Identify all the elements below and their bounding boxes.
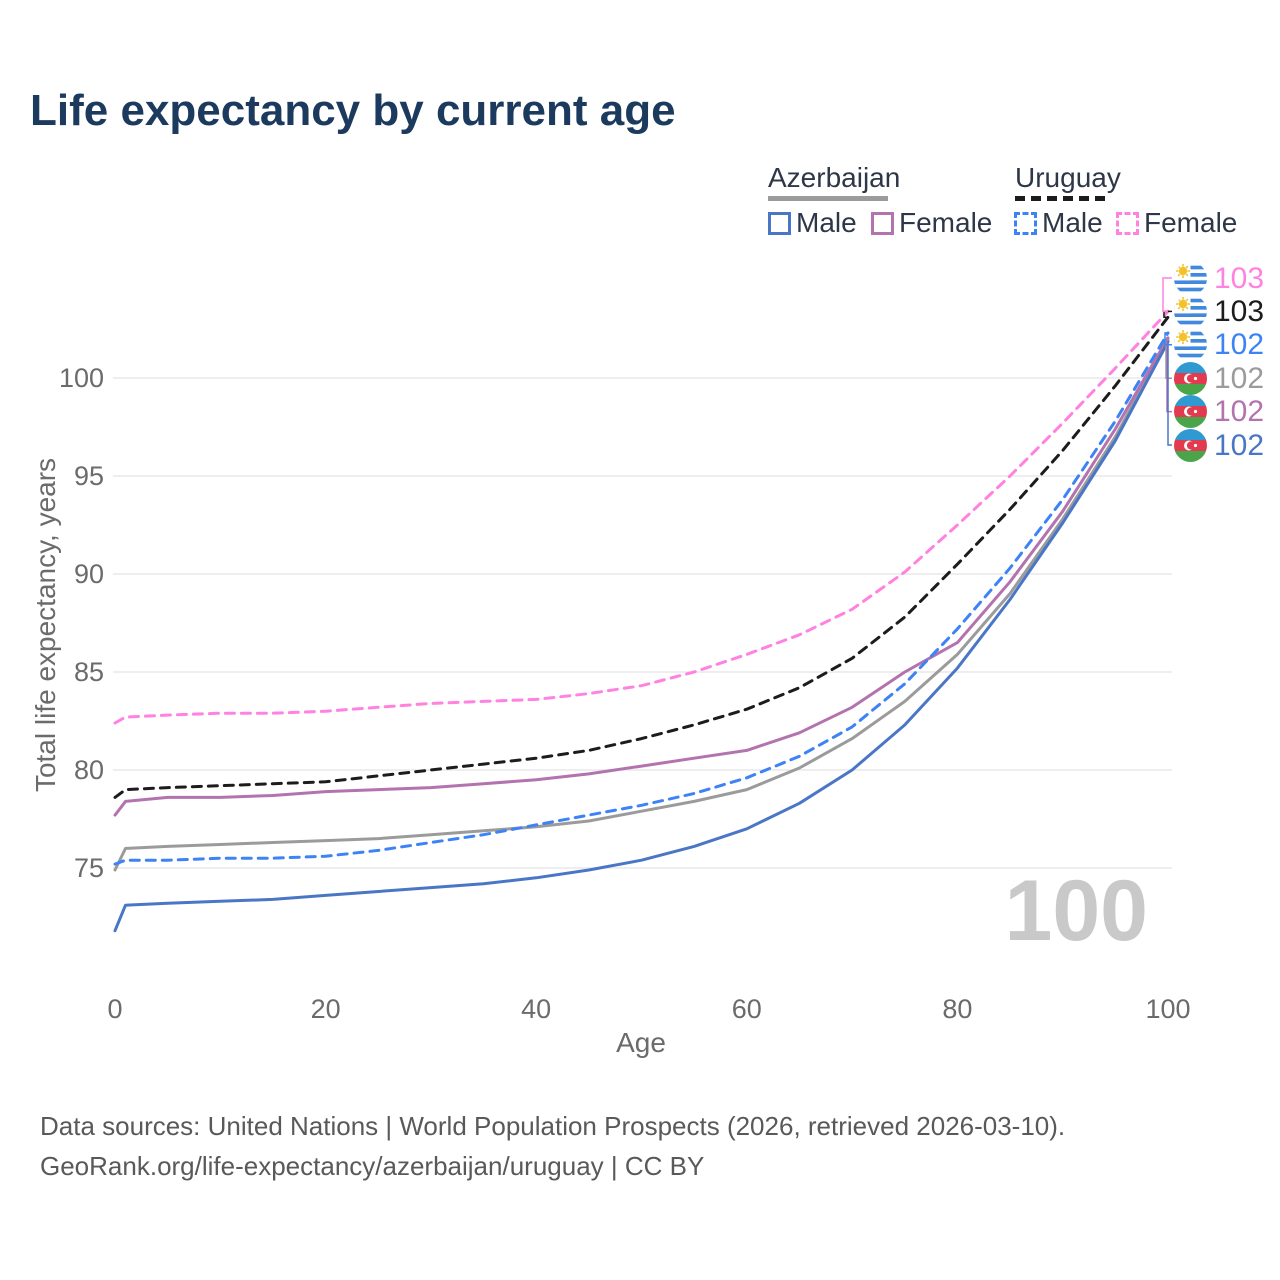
- series-line-uruguay-total: [113, 315, 1170, 799]
- x-axis-title: Age: [616, 1027, 666, 1058]
- y-tick-100: 100: [58, 363, 104, 393]
- age-counter-watermark: 100: [1004, 863, 1149, 959]
- y-tick-90: 90: [73, 559, 104, 589]
- uruguay-flag-icon: [1174, 294, 1207, 328]
- legend-group-azerbaijan[interactable]: Azerbaijan: [768, 162, 901, 193]
- azerbaijan-flag-icon: [1174, 428, 1207, 462]
- legend-azerbaijan-line-sample: [768, 196, 888, 201]
- legend-item-uruguay-male[interactable]: Male: [1014, 207, 1103, 239]
- series-line-uruguay-male: [113, 331, 1170, 866]
- end-label-connector: [1162, 277, 1172, 313]
- legend-item-label: Female: [1144, 207, 1238, 238]
- y-tick-95: 95: [73, 461, 104, 491]
- azerbaijan-flag-icon: [1174, 361, 1207, 395]
- x-tick-40: 40: [521, 994, 552, 1024]
- footer: Data sources: United Nations | World Pop…: [40, 1106, 1065, 1186]
- y-tick-80: 80: [73, 755, 104, 785]
- legend-item-azerbaijan-female[interactable]: Female: [871, 207, 992, 239]
- y-tick-75: 75: [73, 853, 104, 883]
- legend-item-uruguay-female[interactable]: Female: [1116, 207, 1237, 239]
- azerbaijan-flag-icon: [1174, 395, 1207, 429]
- end-label-value: 102: [1214, 428, 1265, 462]
- x-tick-0: 0: [107, 994, 123, 1024]
- end-label-azerbaijan-male: 102: [1174, 428, 1265, 462]
- legend-swatch-azerbaijan-female: [871, 211, 894, 235]
- page-title: Life expectancy by current age: [30, 86, 676, 135]
- series-line-uruguay-female: [113, 309, 1170, 725]
- footer-attribution-line: GeoRank.org/life-expectancy/azerbaijan/u…: [40, 1151, 705, 1181]
- end-label-value: 102: [1214, 361, 1265, 395]
- legend-group-uruguay[interactable]: Uruguay: [1015, 162, 1121, 193]
- series-line-azerbaijan-male: [113, 340, 1170, 933]
- uruguay-flag-icon: [1174, 328, 1207, 362]
- legend-item-azerbaijan-male[interactable]: Male: [768, 207, 857, 239]
- end-label-azerbaijan-total: 102: [1174, 361, 1265, 395]
- end-label-connector: [1167, 341, 1172, 446]
- legend-swatch-azerbaijan-male: [768, 211, 791, 235]
- series-line-azerbaijan-total: [113, 338, 1170, 872]
- y-tick-85: 85: [73, 657, 104, 687]
- end-label-value: 102: [1214, 328, 1265, 362]
- legend-swatch-uruguay-male: [1014, 211, 1037, 235]
- end-label-uruguay-female: 103: [1174, 261, 1265, 295]
- x-tick-20: 20: [310, 994, 341, 1024]
- x-tick-100: 100: [1145, 994, 1191, 1024]
- end-label-uruguay-male: 102: [1174, 328, 1265, 362]
- y-axis-title: Total life expectancy, years: [30, 457, 61, 793]
- legend-item-label: Female: [899, 207, 993, 238]
- end-label-value: 103: [1214, 294, 1265, 328]
- legend-uruguay-line-sample: [1015, 196, 1107, 201]
- x-tick-80: 80: [942, 994, 973, 1024]
- footer-sources-line: Data sources: United Nations | World Pop…: [40, 1111, 1066, 1141]
- end-label-connector: [1164, 332, 1172, 346]
- legend-item-label: Male: [1042, 207, 1103, 238]
- end-label-value: 102: [1214, 395, 1265, 429]
- end-label-azerbaijan-female: 102: [1174, 395, 1265, 429]
- end-label-uruguay-total: 103: [1174, 294, 1265, 328]
- uruguay-flag-icon: [1174, 261, 1207, 295]
- end-label-connector: [1166, 337, 1172, 413]
- legend-item-label: Male: [796, 207, 857, 238]
- end-label-value: 103: [1214, 261, 1265, 295]
- x-tick-60: 60: [731, 994, 762, 1024]
- series-line-azerbaijan-female: [113, 336, 1170, 817]
- legend-swatch-uruguay-female: [1116, 211, 1139, 235]
